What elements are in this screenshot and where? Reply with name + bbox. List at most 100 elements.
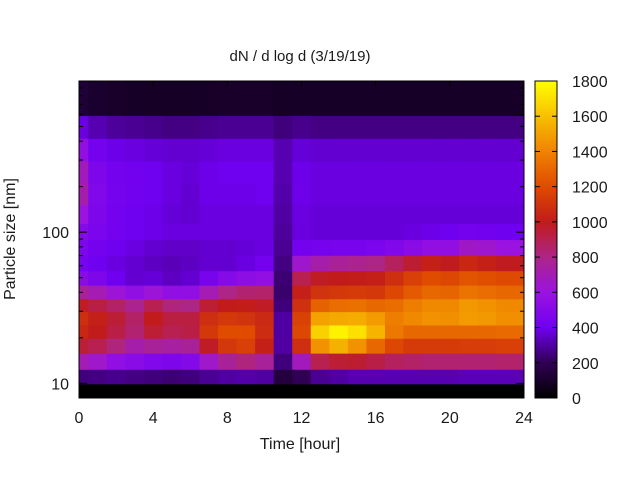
- heatmap-cell: [477, 204, 497, 225]
- heatmap-cell: [440, 285, 460, 300]
- heatmap-cell: [440, 324, 460, 339]
- heatmap-cell: [347, 81, 367, 117]
- heatmap-cell: [255, 285, 275, 300]
- heatmap-cell: [496, 160, 516, 184]
- y-tick-label: 100: [42, 225, 69, 242]
- heatmap-cell: [143, 223, 164, 241]
- heatmap-cell: [514, 285, 524, 300]
- heatmap-cell: [236, 338, 256, 354]
- heatmap-cell: [440, 369, 460, 385]
- heatmap-cell: [125, 298, 145, 313]
- heatmap-cell: [366, 204, 386, 225]
- heatmap-cell: [310, 255, 330, 272]
- heatmap-cell: [477, 270, 497, 286]
- heatmap-cell: [125, 311, 145, 326]
- heatmap-cell: [88, 239, 108, 256]
- heatmap-cell: [366, 324, 386, 339]
- heatmap-cell: [106, 383, 126, 398]
- heatmap-cell: [180, 138, 201, 162]
- heatmap-cell: [88, 223, 108, 241]
- heatmap-cell: [440, 270, 460, 286]
- colorbar-ticks: 0 200 400 600 800 1000 1200 1400 1600 1800: [535, 74, 608, 408]
- heatmap-cell: [292, 223, 312, 241]
- heatmap-cell: [162, 324, 182, 339]
- heatmap-cell: [347, 239, 367, 256]
- heatmap-cell: [273, 353, 293, 370]
- heatmap-cell: [255, 353, 275, 370]
- heatmap-cell: [366, 81, 386, 117]
- heatmap-cell: [162, 204, 182, 225]
- heatmap-cell: [384, 255, 405, 272]
- heatmap-cell: [143, 204, 164, 225]
- colorbar-tick-label: 1600: [572, 109, 608, 126]
- heatmap-cell: [88, 369, 108, 385]
- heatmap-cell: [496, 255, 516, 272]
- heatmap-cell: [79, 383, 89, 398]
- heatmap-cell: [459, 369, 479, 385]
- heatmap-cell: [422, 223, 442, 241]
- heatmap-cell: [459, 285, 479, 300]
- heatmap-cell: [440, 138, 460, 162]
- heatmap-cell: [106, 138, 126, 162]
- heatmap-cell: [329, 115, 349, 139]
- heatmap-cell: [459, 324, 479, 339]
- heatmap-cell: [384, 338, 405, 354]
- heatmap-cells: [79, 81, 524, 398]
- heatmap-cell: [218, 138, 238, 162]
- heatmap-cell: [255, 223, 275, 241]
- heatmap-cell: [125, 223, 145, 241]
- heatmap-cell: [180, 324, 201, 339]
- heatmap-cell: [384, 324, 405, 339]
- heatmap-cell: [273, 285, 293, 300]
- heatmap-cell: [255, 239, 275, 256]
- heatmap-cell: [477, 383, 497, 398]
- y-tick-label: 10: [51, 376, 69, 393]
- heatmap-cell: [255, 369, 275, 385]
- heatmap-cell: [440, 298, 460, 313]
- heatmap-cell: [384, 115, 405, 139]
- x-tick-label: 16: [367, 410, 385, 427]
- heatmap-cell: [292, 285, 312, 300]
- heatmap-cell: [88, 160, 108, 184]
- heatmap-cell: [477, 311, 497, 326]
- heatmap-cell: [143, 285, 164, 300]
- heatmap-cell: [422, 285, 442, 300]
- heatmap-cell: [459, 270, 479, 286]
- heatmap-cell: [273, 311, 293, 326]
- heatmap-cell: [180, 270, 201, 286]
- heatmap-cell: [384, 160, 405, 184]
- heatmap-cell: [496, 285, 516, 300]
- heatmap-cell: [403, 270, 423, 286]
- heatmap-cell: [366, 138, 386, 162]
- heatmap-cell: [218, 270, 238, 286]
- heatmap-cell: [88, 383, 108, 398]
- heatmap-cell: [403, 353, 423, 370]
- heatmap-cell: [143, 298, 164, 313]
- heatmap-cell: [384, 182, 405, 205]
- heatmap-cell: [403, 204, 423, 225]
- heatmap-cell: [422, 324, 442, 339]
- heatmap-cell: [310, 182, 330, 205]
- heatmap-cell: [384, 369, 405, 385]
- heatmap-cell: [162, 353, 182, 370]
- heatmap-cell: [255, 270, 275, 286]
- heatmap-cell: [292, 204, 312, 225]
- heatmap-cell: [310, 383, 330, 398]
- heatmap-cell: [514, 239, 524, 256]
- heatmap-cell: [329, 160, 349, 184]
- heatmap-cell: [310, 138, 330, 162]
- heatmap-cell: [422, 298, 442, 313]
- heatmap-cell: [329, 182, 349, 205]
- heatmap-cell: [218, 182, 238, 205]
- heatmap-cell: [422, 81, 442, 117]
- heatmap-cell: [273, 270, 293, 286]
- heatmap-cell: [440, 223, 460, 241]
- chart-title: dN / d log d (3/19/19): [230, 48, 371, 65]
- heatmap-cell: [459, 204, 479, 225]
- heatmap-cell: [403, 81, 423, 117]
- heatmap-cell: [292, 338, 312, 354]
- heatmap-cell: [162, 383, 182, 398]
- heatmap-cell: [199, 311, 219, 326]
- heatmap-cell: [79, 270, 89, 286]
